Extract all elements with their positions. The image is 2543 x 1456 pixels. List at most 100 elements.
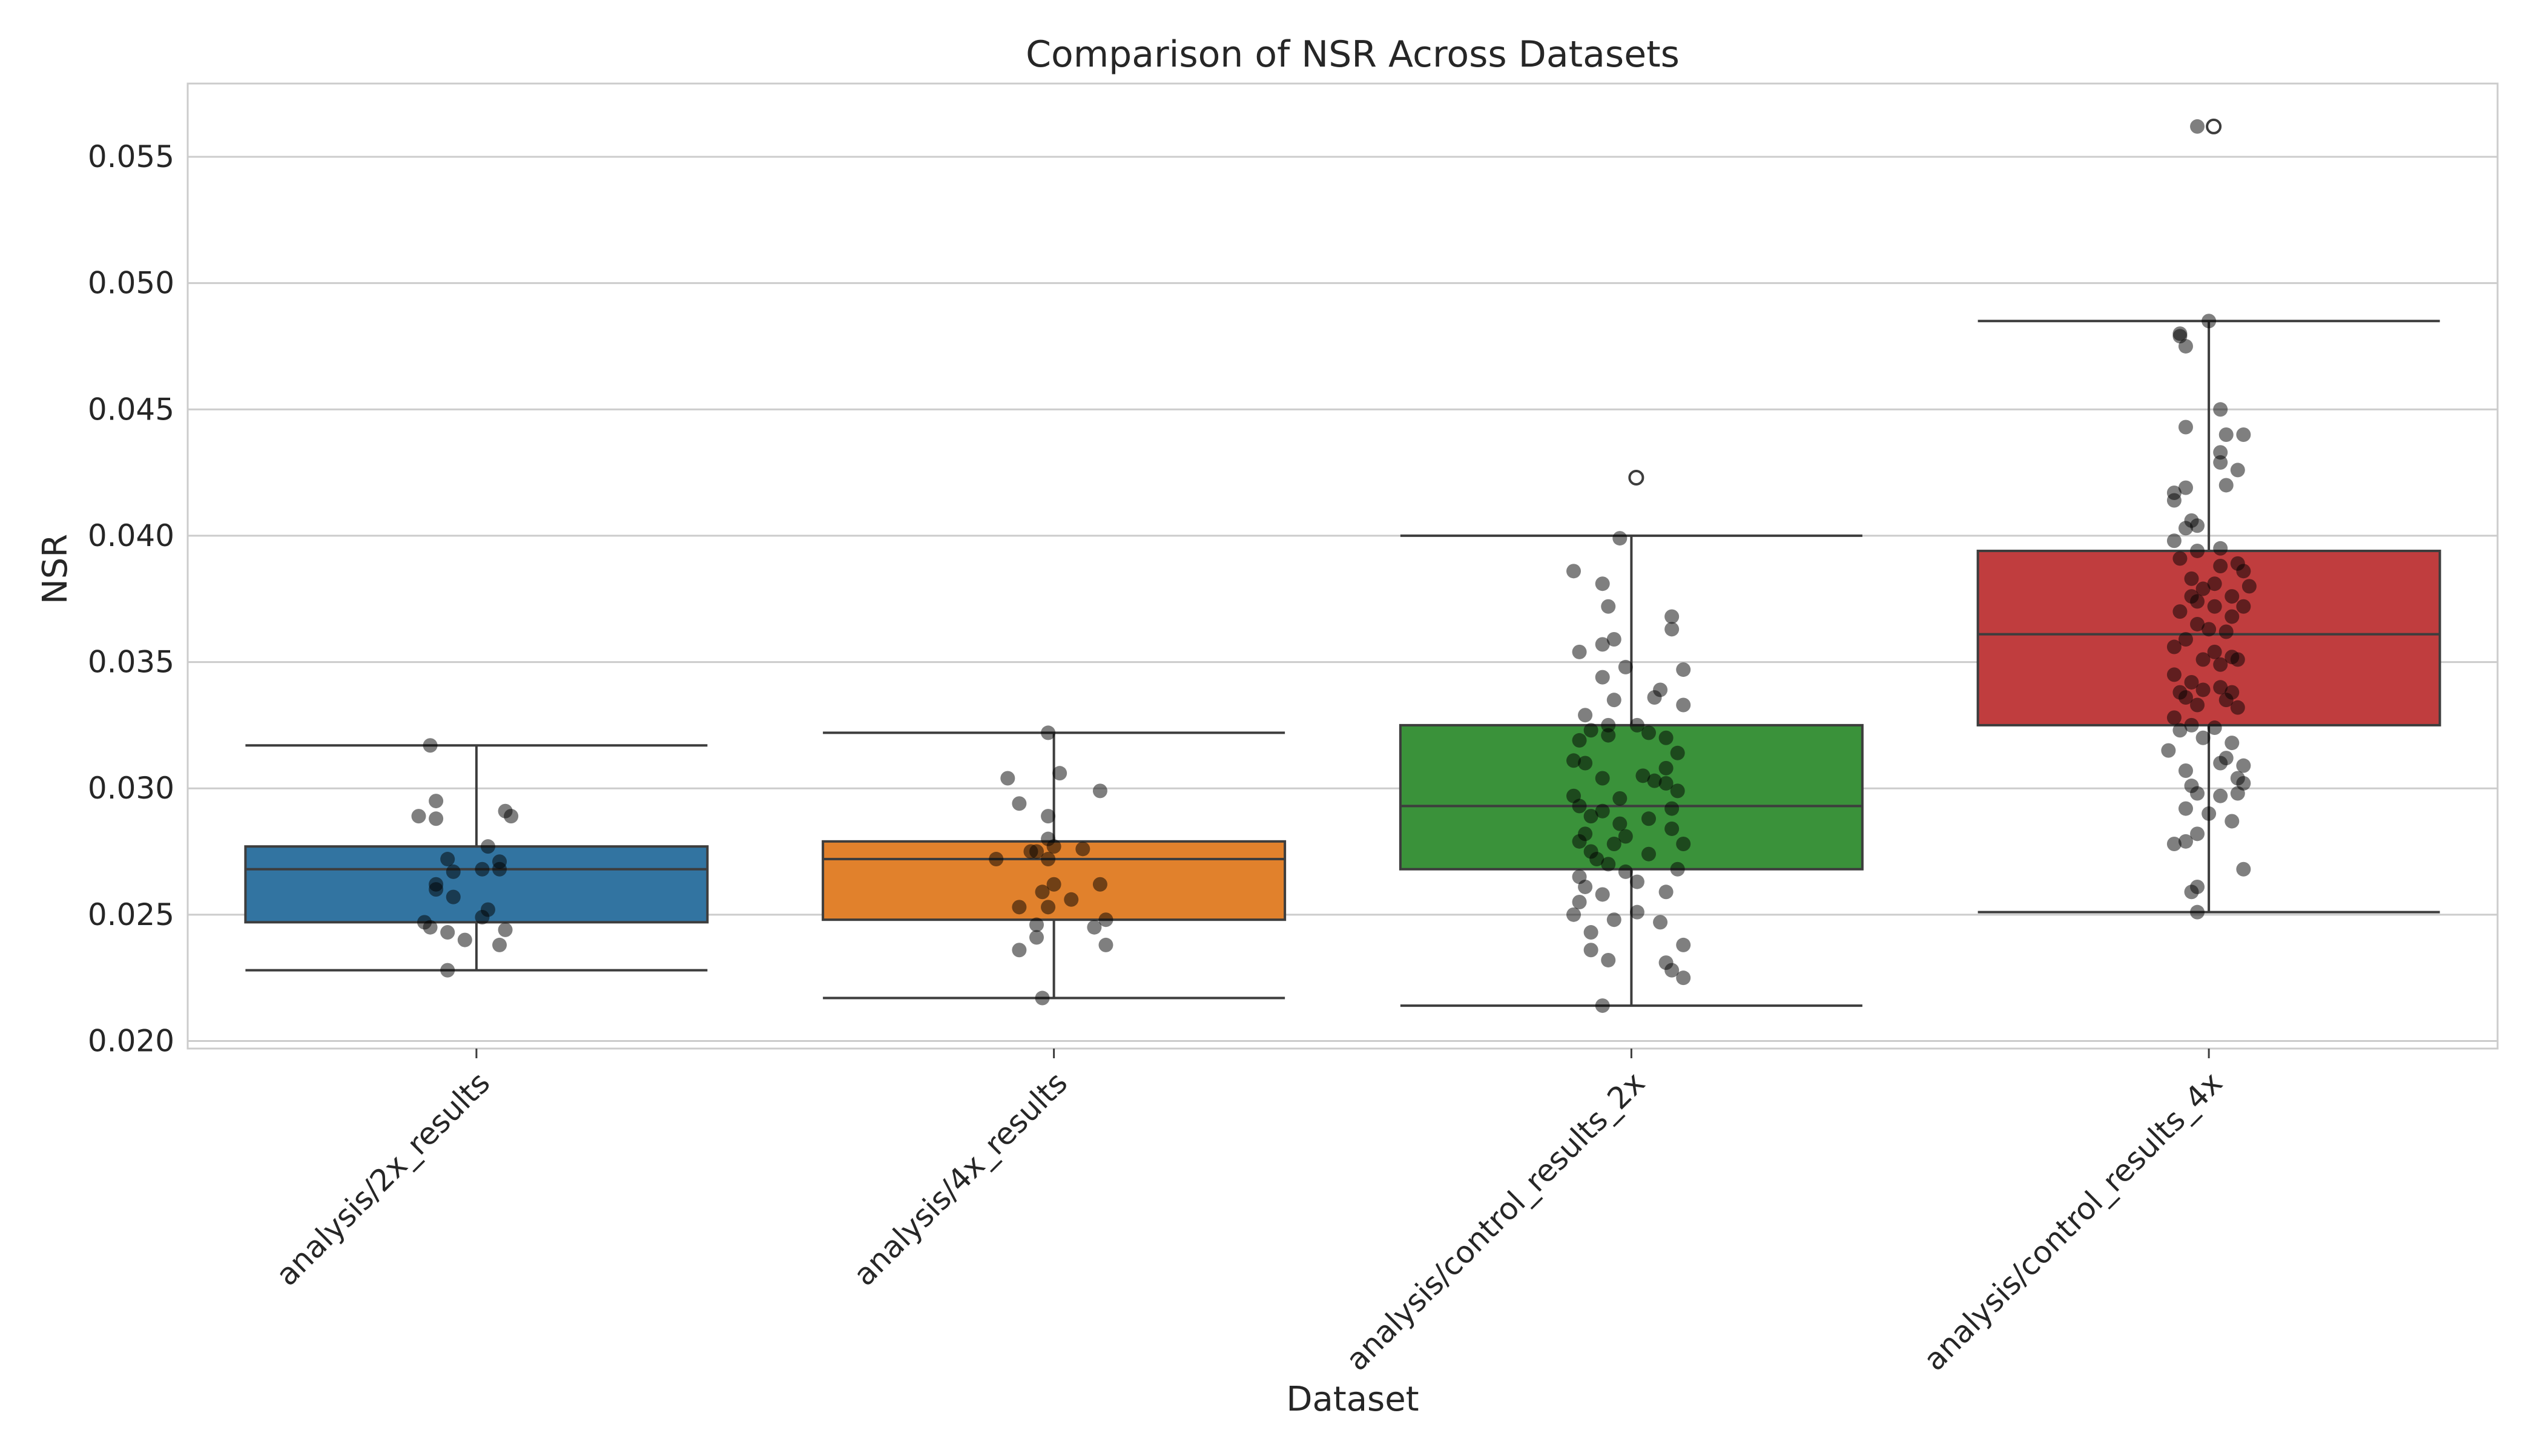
data-point — [1601, 952, 1616, 967]
data-point — [2190, 594, 2205, 609]
data-point — [1064, 892, 1079, 907]
data-point — [2166, 533, 2182, 548]
data-point — [1618, 829, 1633, 844]
data-point — [1572, 894, 1587, 909]
data-point — [2166, 710, 2182, 725]
data-point — [1601, 857, 1616, 872]
data-point — [1601, 599, 1616, 614]
data-point — [1566, 753, 1581, 768]
data-point — [2230, 463, 2245, 478]
data-point — [2195, 581, 2211, 596]
data-point — [1664, 801, 1680, 816]
data-point — [1012, 900, 1027, 915]
data-point — [1029, 917, 1044, 932]
data-point — [1595, 998, 1610, 1013]
data-point — [2166, 493, 2182, 508]
data-point — [1000, 771, 1015, 786]
data-point — [2190, 518, 2205, 533]
data-point — [1676, 837, 1691, 852]
data-point — [2190, 904, 2205, 920]
data-point — [446, 864, 461, 879]
data-point — [1618, 659, 1633, 674]
data-point — [1035, 990, 1050, 1006]
outlier-marker — [1628, 469, 1644, 486]
data-point — [2241, 579, 2257, 594]
data-point — [2218, 624, 2234, 639]
data-point — [1641, 725, 1656, 740]
data-point — [2213, 402, 2228, 417]
data-point — [2172, 551, 2188, 566]
data-point — [2207, 599, 2222, 614]
data-point — [1618, 864, 1633, 879]
data-point — [1658, 884, 1674, 900]
data-point — [1676, 697, 1691, 713]
data-point — [2236, 599, 2251, 614]
data-point — [1092, 877, 1107, 892]
data-point — [440, 852, 455, 867]
data-point — [440, 925, 455, 940]
data-point — [1595, 670, 1610, 685]
data-point — [1676, 662, 1691, 677]
data-point — [1641, 811, 1656, 826]
data-point — [411, 809, 426, 824]
data-point — [2178, 801, 2193, 816]
data-point — [423, 920, 438, 935]
data-point — [2207, 644, 2222, 659]
data-point — [2190, 826, 2205, 842]
y-tick-label: 0.040 — [88, 518, 174, 553]
data-point — [2218, 478, 2234, 493]
data-point — [1092, 783, 1107, 799]
data-point — [1572, 799, 1587, 814]
data-point — [2236, 758, 2251, 773]
data-point — [2230, 700, 2245, 715]
data-point — [1578, 756, 1593, 771]
data-point — [2195, 682, 2211, 697]
y-tick-label: 0.055 — [88, 139, 174, 174]
data-point — [1664, 963, 1680, 978]
data-point — [2225, 814, 2240, 829]
data-point — [2172, 723, 2188, 738]
data-point — [1035, 884, 1050, 900]
data-point — [2202, 622, 2217, 637]
data-point — [1664, 609, 1680, 624]
data-point — [1601, 728, 1616, 743]
y-tick-label: 0.035 — [88, 645, 174, 680]
data-point — [1612, 531, 1628, 546]
chart-title: Comparison of NSR Across Datasets — [1026, 33, 1680, 76]
data-point — [1029, 930, 1044, 945]
data-point — [1664, 821, 1680, 836]
data-point — [504, 809, 519, 824]
data-point — [492, 861, 507, 877]
data-point — [1578, 879, 1593, 894]
box-3 — [1399, 723, 1864, 871]
data-point — [2190, 543, 2205, 558]
data-point — [1595, 771, 1610, 786]
data-point — [1583, 723, 1598, 738]
outlier-marker — [2206, 118, 2222, 134]
data-point — [1676, 970, 1691, 986]
data-point — [1029, 844, 1044, 859]
data-point — [2190, 616, 2205, 631]
data-point — [446, 889, 461, 904]
y-tick-label: 0.020 — [88, 1023, 174, 1058]
data-point — [1658, 776, 1674, 791]
data-point — [2213, 657, 2228, 672]
data-point — [492, 937, 507, 952]
data-point — [498, 922, 513, 937]
data-point — [475, 861, 490, 877]
data-point — [475, 910, 490, 925]
data-point — [2184, 571, 2199, 586]
data-point — [2178, 420, 2193, 435]
data-point — [2184, 674, 2199, 690]
data-point — [1583, 943, 1598, 958]
data-point — [2161, 743, 2176, 758]
data-point — [2213, 788, 2228, 803]
data-point — [1041, 809, 1056, 824]
data-point — [2190, 119, 2205, 134]
data-point — [1601, 717, 1616, 733]
data-point — [1670, 783, 1685, 799]
data-point — [1572, 644, 1587, 659]
data-point — [1595, 803, 1610, 819]
data-point — [429, 794, 444, 809]
